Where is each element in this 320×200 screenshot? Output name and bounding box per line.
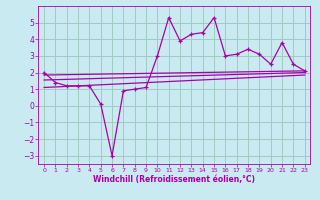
- X-axis label: Windchill (Refroidissement éolien,°C): Windchill (Refroidissement éolien,°C): [93, 175, 255, 184]
